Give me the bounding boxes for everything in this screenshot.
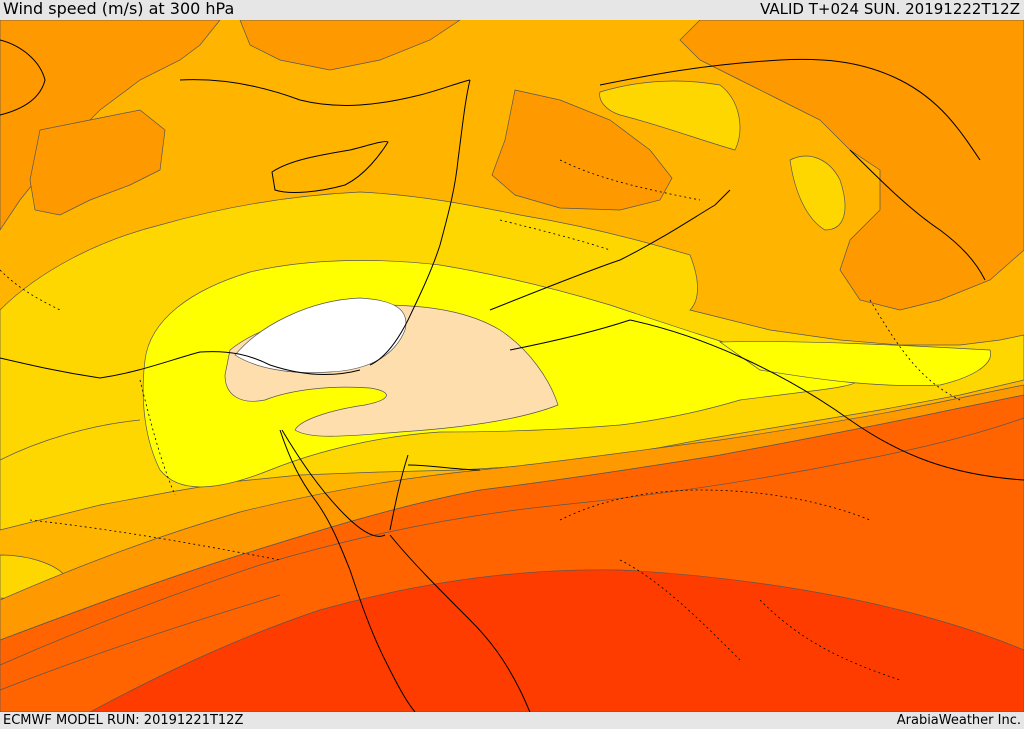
isotach-contours <box>0 417 1024 691</box>
band-red-orange <box>89 569 1024 712</box>
band-orange-iraq <box>491 89 673 211</box>
band-orange-s <box>0 384 1024 641</box>
gulf-suez <box>281 429 386 537</box>
greece-coast <box>0 39 46 116</box>
band-orange-n <box>239 20 461 71</box>
footer-bar: ECMWF MODEL RUN: 20191221T12Z ArabiaWeat… <box>0 712 1024 729</box>
band-orange-ne <box>679 20 1024 311</box>
border-saudi-east <box>629 319 1024 481</box>
wind-speed-map <box>0 20 1024 712</box>
band-yellow-east <box>718 341 991 386</box>
red-sea-east <box>389 534 531 712</box>
border-iraq-saudi <box>489 189 731 311</box>
map-canvas <box>0 20 1024 712</box>
red-sea-west <box>279 429 416 712</box>
cyprus-outline <box>271 141 389 193</box>
model-run-label: ECMWF MODEL RUN: 20191221T12Z <box>3 713 244 728</box>
credit-label: ArabiaWeather Inc. <box>896 713 1021 728</box>
levant-coast <box>369 79 471 366</box>
border-jordan-saudi <box>509 319 631 351</box>
egypt-coast <box>0 351 361 379</box>
persian-gulf <box>849 149 986 281</box>
band-gold-north <box>599 80 741 151</box>
band-orange-aegean <box>29 109 166 216</box>
border-turkey-syria <box>599 58 981 161</box>
header-bar: Wind speed (m/s) at 300 hPa VALID T+024 … <box>0 0 1024 20</box>
turkey-coast <box>179 79 471 106</box>
band-orange-nw <box>0 20 221 231</box>
valid-time: VALID T+024 SUN. 20191222T12Z <box>760 0 1020 18</box>
map-title: Wind speed (m/s) at 300 hPa <box>3 0 235 18</box>
gulf-aqaba <box>389 454 409 531</box>
border-egypt-sudan <box>407 464 481 471</box>
internal-borders <box>0 159 961 681</box>
coastlines <box>0 39 1024 712</box>
band-gold-gulf <box>789 155 846 231</box>
